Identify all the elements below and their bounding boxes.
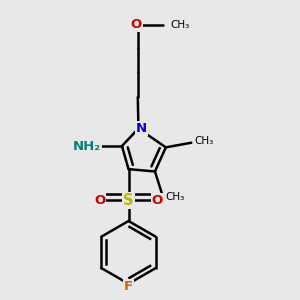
Text: O: O <box>130 18 142 31</box>
Text: N: N <box>136 122 147 135</box>
Text: CH₃: CH₃ <box>165 192 184 202</box>
Text: F: F <box>124 280 133 293</box>
Text: O: O <box>152 194 163 207</box>
Text: O: O <box>94 194 105 207</box>
Text: CH₃: CH₃ <box>194 136 213 146</box>
Text: NH₂: NH₂ <box>73 140 101 152</box>
Text: CH₃: CH₃ <box>170 20 190 29</box>
Text: S: S <box>123 193 134 208</box>
